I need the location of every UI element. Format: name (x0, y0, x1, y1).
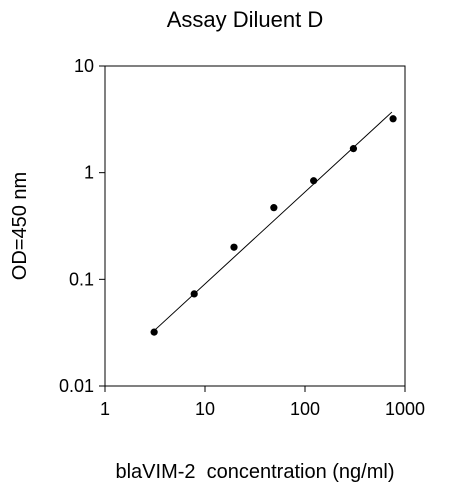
x-tick-label: 100 (290, 399, 320, 419)
fit-line-group (153, 111, 393, 332)
y-axis-label: OD=450 nm (9, 172, 31, 280)
y-tick-label: 0.1 (69, 269, 94, 289)
x-tick-label: 1000 (385, 399, 425, 419)
chart-title: Assay Diluent D (167, 7, 324, 32)
y-tick-label: 1 (84, 163, 94, 183)
data-point (270, 204, 278, 212)
y-tick-label: 0.01 (59, 376, 94, 396)
plot-frame (104, 65, 406, 387)
x-tick-label: 10 (195, 399, 215, 419)
y-axis-ticks: 0.01 0.1 1 10 (59, 56, 105, 396)
data-point (389, 115, 397, 123)
data-point (150, 328, 158, 336)
x-tick-label: 1 (100, 399, 110, 419)
data-point (310, 177, 318, 185)
data-point (230, 243, 238, 251)
data-points (150, 115, 397, 336)
x-axis-ticks: 1 10 100 1000 (100, 386, 425, 419)
x-axis-label: blaVIM-2 concentration (ng/ml) (115, 461, 394, 483)
y-tick-label: 10 (74, 56, 94, 76)
data-point (349, 145, 358, 153)
data-point (190, 290, 198, 298)
fit-line (153, 111, 393, 332)
